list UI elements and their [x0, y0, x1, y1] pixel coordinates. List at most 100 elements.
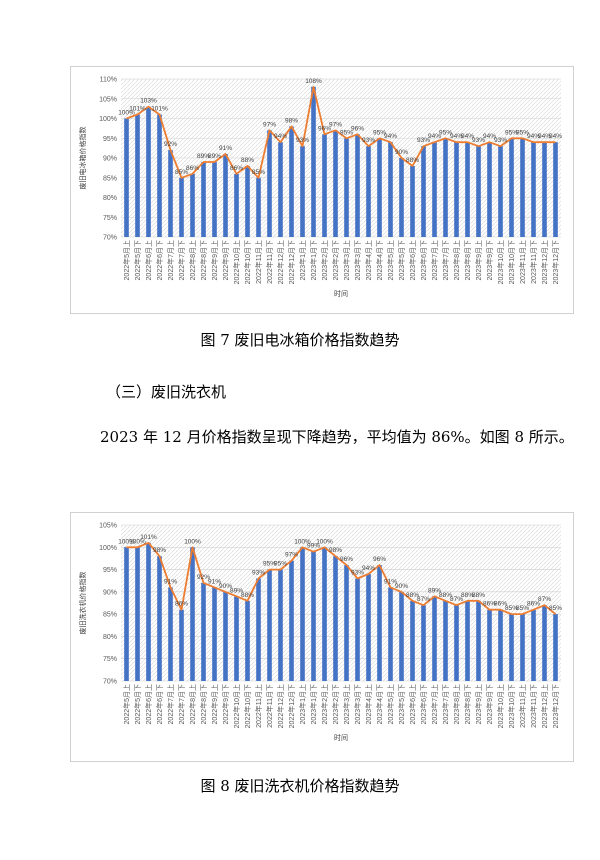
- fig8-data-label: 85%: [516, 605, 529, 612]
- fig8-data-label: 100%: [129, 538, 146, 545]
- fig8-bar: [146, 542, 151, 681]
- fig8-bar: [443, 600, 448, 681]
- fig7-data-label: 94%: [384, 133, 397, 140]
- fig8-x-tick-label: 2023年11月上: [518, 684, 527, 728]
- fig8-bar: [509, 614, 514, 681]
- fig7-x-tick-label: 2022年9月上: [210, 240, 219, 280]
- fig7-data-label: 92%: [164, 141, 177, 148]
- fig7-data-label: 108%: [305, 78, 322, 85]
- fig7-x-tick-label: 2023年3月下: [353, 240, 362, 280]
- fig8-bar: [487, 609, 492, 681]
- fig7-bar: [146, 106, 151, 238]
- figure7-chart-svg: 70%75%80%85%90%95%100%105%110%100%101%10…: [78, 77, 562, 299]
- fig7-bar: [289, 126, 294, 237]
- fig8-bar: [190, 547, 195, 681]
- fig7-bar: [410, 165, 415, 237]
- fig7-x-tick-label: 2023年3月上: [342, 240, 351, 280]
- fig7-bar: [487, 142, 492, 237]
- fig7-y-tick-label: 105%: [99, 96, 117, 103]
- fig8-data-label: 88%: [406, 592, 419, 599]
- fig7-bar: [168, 150, 173, 237]
- fig8-data-label: 85%: [505, 605, 518, 612]
- fig7-x-tick-label: 2023年11月下: [529, 240, 538, 284]
- fig8-bar: [300, 547, 305, 681]
- fig7-bar: [432, 142, 437, 237]
- fig7-x-tick-label: 2023年8月下: [463, 240, 472, 280]
- fig7-x-tick-label: 2022年5月下: [133, 240, 142, 280]
- fig8-bar: [179, 609, 184, 681]
- fig8-data-label: 100%: [294, 538, 311, 545]
- fig7-data-label: 97%: [329, 121, 342, 128]
- fig8-x-tick-label: 2023年4月上: [364, 684, 373, 724]
- fig8-data-label: 85%: [549, 605, 562, 612]
- fig8-x-tick-label: 2023年10月下: [507, 684, 516, 728]
- fig7-data-label: 95%: [373, 129, 386, 136]
- fig8-x-tick-label: 2022年8月上: [188, 684, 197, 724]
- fig7-y-tick-label: 70%: [103, 235, 117, 242]
- fig8-data-label: 98%: [153, 547, 166, 554]
- fig7-x-tick-label: 2022年6月上: [144, 240, 153, 280]
- fig8-bar: [212, 587, 217, 681]
- fig8-x-tick-label: 2023年9月下: [485, 684, 494, 724]
- fig7-bar: [498, 146, 503, 237]
- fig7-data-label: 96%: [351, 125, 364, 132]
- fig7-data-label: 94%: [527, 133, 540, 140]
- fig8-x-tick-label: 2023年1月上: [298, 684, 307, 724]
- fig8-x-tick-label: 2023年6月下: [419, 684, 428, 724]
- fig8-data-label: 97%: [285, 552, 298, 559]
- fig8-bar: [476, 600, 481, 681]
- fig8-data-label: 86%: [483, 601, 496, 608]
- fig8-bar: [135, 547, 140, 681]
- fig8-data-label: 100%: [118, 538, 135, 545]
- fig7-data-label: 94%: [274, 133, 287, 140]
- fig7-y-tick-label: 110%: [100, 77, 117, 84]
- fig8-bar: [223, 591, 228, 681]
- fig8-y-tick-label: 85%: [103, 612, 117, 619]
- fig7-bar: [520, 138, 525, 237]
- fig7-y-tick-label: 80%: [103, 195, 117, 202]
- fig7-bar: [399, 158, 404, 237]
- fig7-bar: [311, 86, 316, 238]
- fig7-bar: [179, 177, 184, 237]
- fig8-x-tick-label: 2023年3月上: [342, 684, 351, 724]
- fig8-x-tick-label: 2023年4月下: [375, 684, 384, 724]
- fig7-data-label: 94%: [428, 133, 441, 140]
- fig8-x-tick-label: 2022年11月上: [254, 684, 263, 728]
- fig8-data-label: 94%: [362, 565, 375, 572]
- fig7-data-label: 88%: [241, 157, 254, 164]
- fig8-bar: [388, 587, 393, 681]
- fig7-bar: [377, 138, 382, 237]
- fig7-x-tick-label: 2023年6月上: [408, 240, 417, 280]
- fig8-x-tick-label: 2022年10月上: [232, 684, 241, 728]
- fig8-data-label: 95%: [274, 561, 287, 568]
- fig7-x-tick-label: 2022年10月上: [232, 240, 241, 284]
- fig7-bar: [476, 146, 481, 237]
- fig7-bar: [234, 173, 239, 237]
- fig8-x-tick-label: 2023年10月上: [496, 684, 505, 728]
- fig7-data-label: 94%: [461, 133, 474, 140]
- fig8-y-axis-title: 废旧洗衣机价格指数: [78, 572, 87, 635]
- fig8-x-tick-label: 2022年8月下: [199, 684, 208, 724]
- fig8-bar: [311, 551, 316, 681]
- fig7-data-label: 103%: [140, 98, 157, 105]
- fig7-bar: [201, 161, 206, 237]
- fig8-data-label: 90%: [395, 583, 408, 590]
- fig7-bar: [256, 177, 261, 237]
- fig7-x-tick-label: 2023年6月下: [419, 240, 428, 280]
- fig7-bar: [542, 142, 547, 237]
- fig7-bar: [223, 154, 228, 237]
- fig8-y-tick-label: 70%: [103, 679, 117, 686]
- fig8-bar: [399, 591, 404, 681]
- fig8-y-tick-label: 105%: [99, 523, 117, 530]
- fig8-x-tick-label: 2022年5月上: [122, 684, 131, 724]
- fig7-x-tick-label: 2023年4月上: [364, 240, 373, 280]
- fig8-bar: [498, 609, 503, 681]
- fig7-x-tick-label: 2023年1月下: [309, 240, 318, 280]
- fig8-bar: [542, 605, 547, 681]
- fig8-x-tick-label: 2023年5月上: [386, 684, 395, 724]
- fig7-bar: [531, 142, 536, 237]
- fig7-x-tick-label: 2023年9月上: [474, 240, 483, 280]
- fig7-x-tick-label: 2022年10月下: [243, 240, 252, 284]
- fig7-data-label: 88%: [406, 157, 419, 164]
- fig8-x-tick-label: 2023年7月上: [430, 684, 439, 724]
